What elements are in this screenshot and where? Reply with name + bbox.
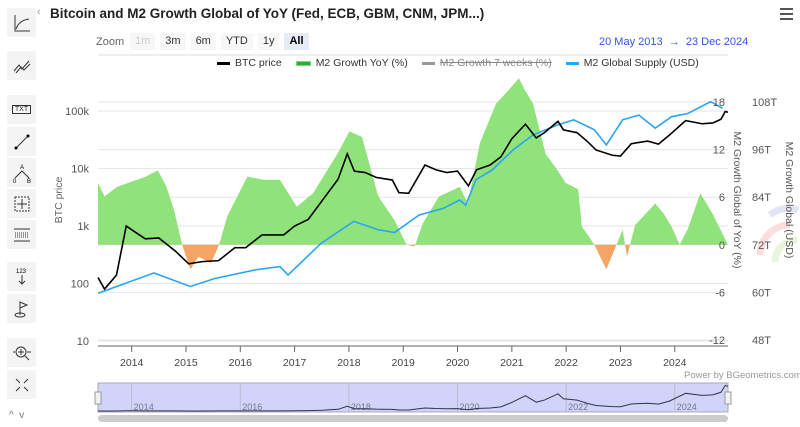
m2-yoy-tick-label: 0 (719, 240, 725, 252)
m2-yoy-tick-label: -6 (715, 287, 725, 299)
m2-yoy-tick-label: -12 (709, 335, 725, 347)
m2-supply-line (97, 100, 723, 294)
x-tick-label: 2014 (120, 357, 144, 369)
zoom-label: Zoom (96, 36, 125, 48)
vertical-counter-icon[interactable]: 123 (7, 262, 36, 291)
m2-growth-positive-area (98, 78, 728, 245)
m2-yoy-axis-title: M2 Growth Global of YoY (%) (731, 132, 743, 269)
chart-title: Bitcoin and M2 Growth Global of YoY (Fed… (50, 6, 485, 21)
legend: BTC price M2 Growth YoY (%) M2 Growth 7 … (217, 57, 699, 69)
m2-supply-axis-title: M2 Growth Global (USD) (783, 142, 795, 259)
range-arrow: → (668, 36, 680, 48)
btc-tick-label: 100k (65, 106, 89, 118)
navigator-window (97, 382, 729, 413)
btc-tick-label: 10 (77, 336, 89, 348)
crosshair-icon[interactable] (7, 189, 36, 218)
scroll-down-icon[interactable]: v (19, 410, 25, 421)
credit-link[interactable]: Power by BGeometrics.com (684, 370, 800, 381)
navigator-scrollbar[interactable] (98, 415, 728, 422)
navigator-tick-label: 2018 (351, 402, 371, 412)
range-to[interactable]: 23 Dec 2024 (685, 36, 749, 48)
navigator-tick-label: 2024 (677, 402, 697, 412)
x-tick-label: 2022 (554, 357, 578, 369)
x-tick-label: 2016 (229, 357, 253, 369)
x-tick-label: 2020 (446, 357, 470, 369)
legend-label: M2 Growth 7 weeks (%) (439, 57, 552, 69)
zoom-1m-button[interactable]: 1m (130, 33, 156, 50)
x-tick-label: 2019 (392, 357, 416, 369)
fullscreen-icon[interactable] (7, 370, 36, 399)
legend-item-btc[interactable]: BTC price (217, 57, 282, 69)
m2-supply-tick-label: 60T (752, 287, 771, 299)
trend-lines-icon[interactable] (7, 51, 36, 80)
toolbar-scroll-arrows[interactable]: ^ v (9, 410, 24, 421)
m2-supply-tick-label: 108T (752, 97, 777, 109)
watermark-logo (756, 204, 800, 263)
legend-label: M2 Growth YoY (%) (315, 57, 408, 69)
a-label: A (20, 165, 24, 171)
date-range[interactable]: 20 May 2013 → 23 Dec 2024 (599, 36, 748, 48)
navigator-tick-label: 2020 (460, 402, 480, 412)
zoom-all-button[interactable]: All (284, 33, 309, 50)
legend-item-m2-supply[interactable]: M2 Global Supply (USD) (565, 57, 699, 69)
m2-supply-tick-label: 72T (752, 240, 771, 252)
x-tick-label: 2024 (663, 357, 687, 369)
m2-yoy-tick-label: 6 (719, 192, 725, 204)
legend-item-m2-yoy[interactable]: M2 Growth YoY (%) (295, 57, 408, 69)
line-chart-icon[interactable] (7, 8, 36, 37)
zero-label: 0 (13, 179, 17, 183)
scroll-up-icon[interactable]: ^ (9, 410, 14, 421)
txt-label: TXT (11, 105, 32, 114)
segment-icon[interactable] (7, 127, 36, 156)
m2-yoy-tick-label: 18 (713, 97, 725, 109)
text-annotation-icon[interactable]: TXT (7, 95, 36, 124)
btc-tick-label: 100 (71, 279, 89, 291)
m2-supply-tick-label: 48T (752, 335, 771, 347)
m2-supply-tick-label: 96T (752, 145, 771, 157)
zoom-buttons: 1m 3m 6m YTD 1y All (130, 33, 309, 50)
btc-tick-label: 10k (71, 164, 89, 176)
legend-label: M2 Global Supply (USD) (583, 57, 699, 69)
zoom-3m-button[interactable]: 3m (160, 33, 186, 50)
zoom-1y-button[interactable]: 1y (257, 33, 280, 50)
x-tick-label: 2021 (500, 357, 524, 369)
x-tick-label: 2018 (337, 357, 361, 369)
navigator-series (97, 384, 729, 412)
navigator-right-handle[interactable] (724, 391, 732, 405)
legend-item-m2-7weeks[interactable]: M2 Growth 7 weeks (%) (421, 57, 552, 69)
m2-supply-tick-label: 84T (752, 192, 771, 204)
collapse-toolbar-button[interactable]: ‹ (37, 6, 41, 18)
range-from[interactable]: 20 May 2013 (599, 36, 663, 48)
btc-price-line (97, 110, 729, 291)
b-label: B (27, 179, 31, 183)
m2-yoy-tick-label: 12 (713, 145, 725, 157)
btc-axis-title: BTC price (53, 177, 65, 224)
x-tick-label: 2017 (283, 357, 307, 369)
x-tick-label: 2023 (609, 357, 633, 369)
navigator-tick-label: 2014 (134, 402, 154, 412)
flag-icon[interactable] (7, 294, 36, 323)
navigator-tick-label: 2016 (242, 402, 262, 412)
horizontal-lines-icon[interactable] (7, 220, 36, 249)
legend-label: BTC price (235, 57, 282, 69)
zoom-ytd-button[interactable]: YTD (220, 33, 253, 50)
x-tick-label: 2015 (174, 357, 198, 369)
btc-tick-label: 1k (77, 221, 89, 233)
counter-label: 123 (16, 269, 27, 275)
zoom-in-icon[interactable] (7, 338, 36, 367)
navigator-tick-label: 2022 (568, 402, 588, 412)
navigator-left-handle[interactable] (94, 391, 102, 405)
zoom-6m-button[interactable]: 6m (190, 33, 216, 50)
elliott-wave-icon[interactable]: A 0 B (7, 158, 36, 187)
hamburger-menu-icon[interactable] (780, 8, 793, 23)
